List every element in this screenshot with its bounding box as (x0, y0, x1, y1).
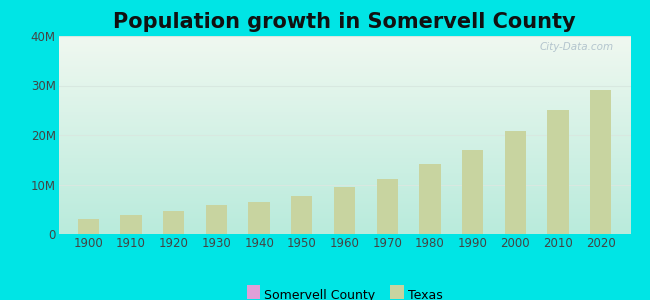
Bar (462, 150, 483, 234)
Bar (590, 90, 611, 234)
Bar (206, 205, 227, 234)
Bar (248, 202, 270, 234)
Legend: Somervell County, Texas: Somervell County, Texas (242, 284, 447, 300)
Bar (504, 131, 526, 234)
Bar (547, 110, 569, 234)
Bar (376, 178, 398, 234)
Bar (78, 219, 99, 234)
Bar (334, 187, 355, 234)
Bar (419, 164, 441, 234)
Bar (163, 211, 185, 234)
Bar (120, 215, 142, 234)
Title: Population growth in Somervell County: Population growth in Somervell County (113, 12, 576, 32)
Text: City-Data.com: City-Data.com (540, 42, 614, 52)
Bar (291, 196, 313, 234)
